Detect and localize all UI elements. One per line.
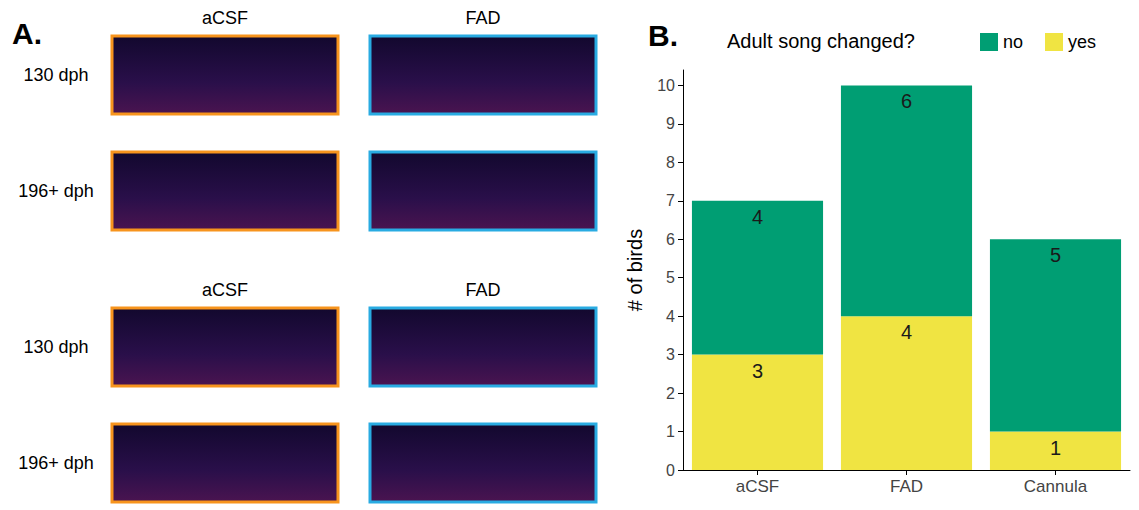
svg-text:4: 4: [666, 308, 675, 325]
svg-text:FAD: FAD: [890, 477, 923, 496]
svg-text:196+ dph: 196+ dph: [18, 453, 94, 473]
svg-text:B.: B.: [648, 19, 678, 52]
svg-text:6: 6: [666, 231, 675, 248]
svg-text:5: 5: [1050, 244, 1061, 266]
svg-text:Adult song changed?: Adult song changed?: [727, 30, 915, 52]
svg-text:2: 2: [666, 385, 675, 402]
svg-text:1: 1: [666, 423, 675, 440]
svg-text:4: 4: [901, 321, 912, 343]
svg-text:130 dph: 130 dph: [23, 65, 88, 85]
svg-text:130 dph: 130 dph: [23, 337, 88, 357]
svg-text:1: 1: [1050, 437, 1061, 459]
svg-text:3: 3: [752, 360, 763, 382]
svg-text:10: 10: [657, 77, 675, 94]
svg-text:6: 6: [901, 90, 912, 112]
svg-text:FAD: FAD: [465, 280, 500, 300]
svg-text:no: no: [1003, 32, 1023, 52]
svg-text:0: 0: [666, 462, 675, 479]
svg-text:196+ dph: 196+ dph: [18, 181, 94, 201]
svg-text:aCSF: aCSF: [202, 8, 248, 28]
svg-text:7: 7: [666, 192, 675, 209]
svg-text:Cannula: Cannula: [1024, 477, 1088, 496]
svg-text:4: 4: [752, 206, 763, 228]
svg-text:# of birds: # of birds: [624, 229, 646, 311]
svg-text:9: 9: [666, 115, 675, 132]
svg-text:A.: A.: [12, 17, 42, 50]
svg-text:8: 8: [666, 154, 675, 171]
svg-text:3: 3: [666, 346, 675, 363]
svg-text:yes: yes: [1068, 32, 1096, 52]
svg-text:FAD: FAD: [465, 8, 500, 28]
svg-text:aCSF: aCSF: [736, 477, 779, 496]
svg-text:aCSF: aCSF: [202, 280, 248, 300]
svg-text:5: 5: [666, 269, 675, 286]
